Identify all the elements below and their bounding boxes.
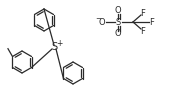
- Text: −: −: [95, 16, 101, 22]
- Text: S: S: [115, 18, 121, 26]
- Text: O: O: [99, 18, 105, 26]
- Text: F: F: [141, 9, 145, 18]
- Text: +: +: [56, 39, 62, 47]
- Text: S: S: [51, 42, 57, 52]
- Text: F: F: [141, 26, 145, 36]
- Text: F: F: [150, 18, 155, 26]
- Text: O: O: [115, 5, 121, 15]
- Text: O: O: [115, 29, 121, 39]
